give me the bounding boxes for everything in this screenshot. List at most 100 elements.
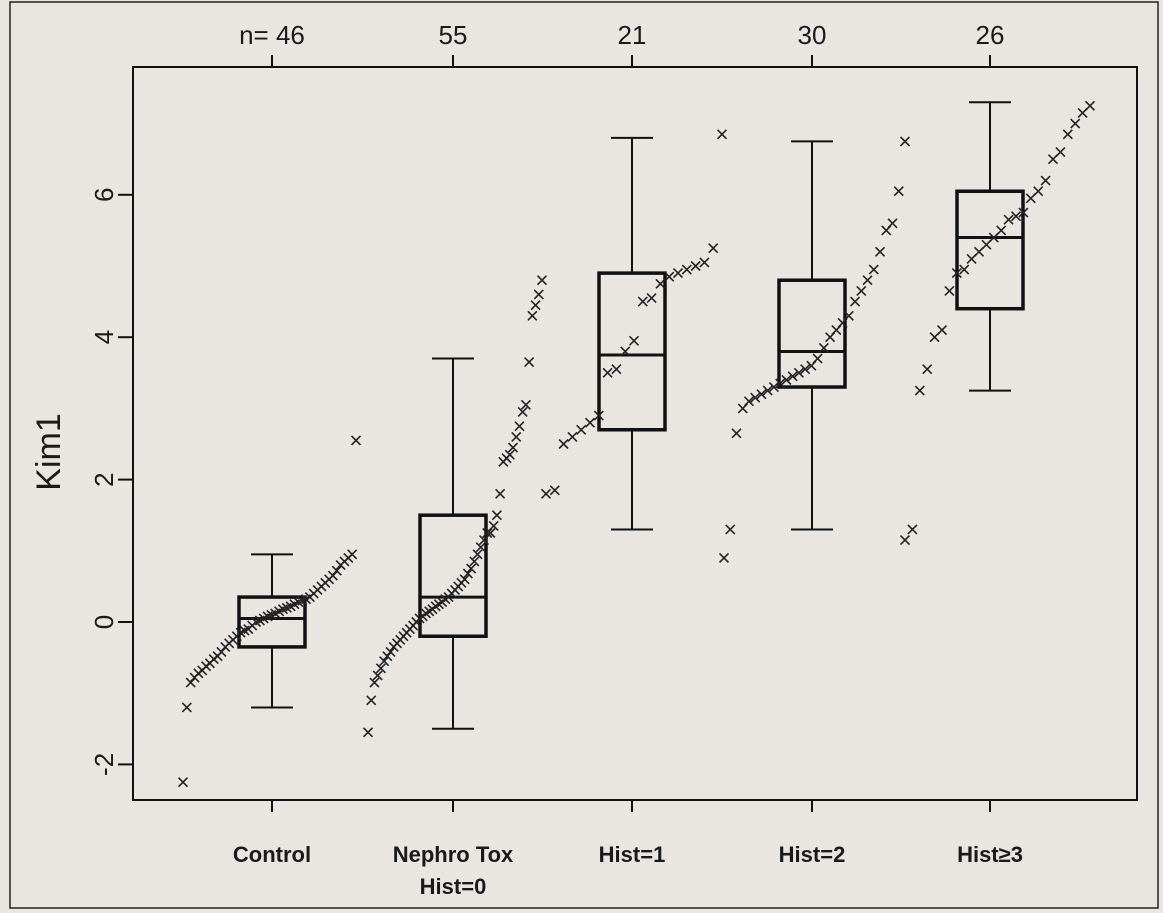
category-label: Hist≥3	[957, 842, 1023, 867]
data-point	[540, 488, 552, 499]
box-group	[777, 140, 847, 531]
data-point	[593, 410, 604, 421]
data-point	[472, 549, 483, 560]
iqr-box	[777, 278, 847, 389]
data-point	[818, 342, 829, 353]
y-axis: -2 0 2 4 6	[89, 188, 133, 776]
data-point	[567, 431, 578, 442]
data-point	[1010, 211, 1022, 222]
data-point	[793, 367, 804, 378]
data-point	[690, 260, 701, 272]
data-point	[347, 549, 358, 560]
data-point	[620, 346, 631, 357]
data-point	[718, 552, 730, 563]
y-axis-label: Kim1	[30, 413, 68, 490]
data-point	[1062, 129, 1073, 140]
data-point	[216, 646, 227, 657]
data-point	[899, 136, 911, 147]
data-point	[708, 243, 719, 254]
data-point	[1070, 118, 1081, 129]
data-point	[536, 275, 548, 286]
data-point	[812, 353, 823, 364]
data-point	[488, 520, 499, 531]
data-point	[507, 442, 519, 453]
data-point	[856, 285, 867, 296]
data-point	[331, 565, 342, 576]
data-point	[485, 527, 496, 539]
data-point	[914, 385, 925, 396]
data-point	[350, 435, 362, 446]
top-count-axis: n= 46 55 21 30 26	[239, 20, 1004, 67]
boxes	[237, 101, 1025, 730]
data-point	[756, 389, 767, 400]
data-point	[520, 399, 531, 410]
data-point	[768, 381, 779, 393]
category-label: Nephro Tox	[393, 842, 514, 867]
data-point	[530, 300, 541, 311]
data-point	[362, 727, 374, 738]
data-point	[369, 677, 380, 688]
data-point	[637, 296, 648, 307]
figure-frame	[9, 1, 1159, 909]
data-point	[725, 524, 736, 535]
data-point	[558, 438, 569, 450]
data-point	[524, 357, 535, 368]
data-point	[731, 428, 742, 439]
y-tick-label: 2	[89, 472, 119, 486]
data-point	[628, 335, 640, 346]
y-tick-label: 4	[89, 330, 119, 344]
data-point	[1084, 100, 1096, 111]
y-tick-label: 0	[89, 615, 119, 629]
data-point	[475, 542, 486, 553]
data-point	[843, 310, 854, 321]
data-point	[959, 264, 970, 275]
data-point	[655, 278, 666, 289]
data-point	[775, 378, 786, 389]
data-point	[511, 431, 522, 442]
data-point	[611, 364, 622, 375]
data-point	[672, 268, 684, 279]
data-point	[514, 421, 525, 432]
iqr-box	[955, 189, 1025, 311]
data-point	[602, 367, 613, 378]
data-point	[750, 392, 761, 403]
data-point	[584, 417, 596, 428]
data-point	[699, 257, 710, 268]
data-point	[1003, 214, 1014, 225]
data-point	[372, 670, 383, 681]
data-point	[469, 556, 480, 567]
data-point	[495, 488, 506, 499]
data-point	[716, 129, 728, 140]
x-axis: Control Nephro Tox Hist=0 Hist=1 Hist=2 Hist≥…	[233, 800, 1023, 899]
data-point	[181, 702, 192, 713]
group-count-label: 30	[798, 20, 827, 50]
iqr-box	[418, 513, 488, 638]
data-point	[907, 524, 918, 535]
data-point	[1018, 207, 1029, 218]
data-point	[850, 296, 861, 307]
data-point	[459, 574, 470, 585]
data-point	[874, 246, 886, 257]
data-point	[646, 292, 657, 304]
data-point	[893, 186, 904, 197]
data-point	[787, 371, 798, 382]
category-label: Hist=1	[599, 842, 666, 867]
data-point	[781, 374, 792, 385]
group-count-label: 26	[976, 20, 1005, 50]
data-point	[576, 424, 587, 435]
category-label: Control	[233, 842, 311, 867]
data-point	[549, 485, 560, 496]
data-point	[1055, 147, 1066, 158]
group-count-label: 55	[439, 20, 468, 50]
data-point	[1033, 186, 1044, 197]
y-tick-label: -2	[89, 753, 119, 776]
data-point	[327, 570, 338, 581]
data-point	[177, 777, 189, 788]
data-point	[466, 563, 477, 574]
data-point	[1040, 175, 1051, 186]
data-point	[375, 663, 386, 674]
data-point	[922, 364, 933, 375]
data-point	[185, 677, 196, 688]
y-tick-label: 6	[89, 188, 119, 202]
